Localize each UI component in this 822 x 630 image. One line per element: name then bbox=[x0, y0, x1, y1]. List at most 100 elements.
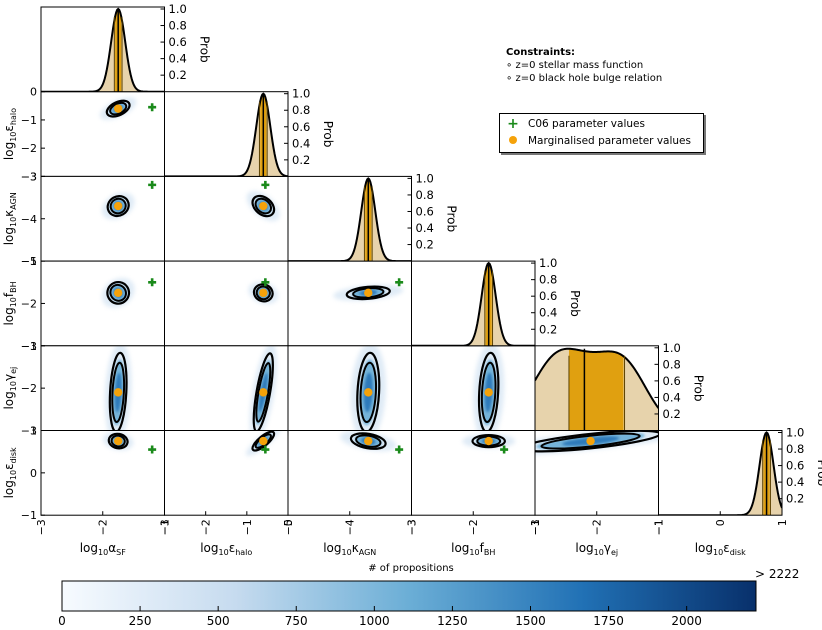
contour-outer bbox=[252, 352, 274, 431]
marginal-outer-band bbox=[41, 9, 165, 92]
density-panel bbox=[287, 345, 412, 431]
y-tick-label: −3 bbox=[21, 170, 37, 183]
marginalised-marker bbox=[113, 104, 123, 113]
y-axis-label: log10κAGN bbox=[2, 192, 18, 245]
prob-tick-label: 0.6 bbox=[663, 374, 681, 388]
density-panel bbox=[164, 345, 289, 431]
prob-tick-label: 0.4 bbox=[786, 475, 804, 489]
prob-tick-label: 1.0 bbox=[786, 426, 804, 440]
contour-inner bbox=[352, 287, 385, 299]
prob-tick-label: 0.6 bbox=[786, 459, 804, 473]
constraints-note: Constraints: z=0 stellar mass function z… bbox=[506, 46, 662, 85]
x-axis-label: log10εhalo bbox=[200, 541, 252, 557]
contour-inner bbox=[109, 101, 128, 116]
panel-bg bbox=[288, 345, 412, 431]
contour-inner bbox=[109, 197, 127, 215]
x-tick-label: 0 bbox=[282, 519, 295, 526]
legend-label-c06: C06 parameter values bbox=[528, 118, 645, 130]
y-tick-label: −1 bbox=[21, 509, 37, 522]
panel-frame bbox=[40, 6, 165, 93]
marginal-curve bbox=[411, 261, 535, 346]
x-tick-label: −1 bbox=[529, 519, 542, 535]
density-panel bbox=[40, 175, 165, 262]
y-tick-label: 0 bbox=[30, 86, 37, 99]
marginal-panel: 1.0 0.8 0.6 0.4 0.2 Prob bbox=[287, 171, 459, 262]
prob-tick-label: 0.2 bbox=[786, 492, 804, 506]
panel-frame bbox=[411, 260, 536, 347]
y-tick-label: −4 bbox=[21, 213, 37, 226]
y-tick-label: 0 bbox=[30, 467, 37, 480]
plus-marker-icon: + bbox=[507, 116, 519, 132]
colorbar-overflow-label: > 2222 bbox=[755, 567, 800, 581]
density-panel bbox=[40, 430, 165, 516]
colorbar-tick-label: 250 bbox=[129, 614, 152, 628]
c06-marker bbox=[261, 445, 270, 454]
contour-inner bbox=[480, 361, 497, 424]
prob-tick-label: 1.0 bbox=[416, 171, 434, 185]
contour-inner bbox=[111, 361, 126, 424]
marginal-outer-band bbox=[164, 93, 288, 177]
x-tick-label: −2 bbox=[467, 519, 480, 535]
x-tick-label: −3 bbox=[406, 519, 419, 535]
contour-inner bbox=[109, 283, 127, 302]
contour-outer bbox=[477, 351, 500, 431]
panel-frame bbox=[164, 91, 289, 177]
contour-inner bbox=[476, 435, 502, 447]
prob-tick-label: 0.4 bbox=[539, 306, 557, 320]
prob-axis-label: Prob bbox=[321, 121, 335, 148]
colorbar-tick-label: 750 bbox=[285, 614, 308, 628]
marginalised-marker bbox=[484, 436, 493, 446]
y-tick-label: −1 bbox=[21, 114, 37, 127]
prob-tick-label: 1.0 bbox=[292, 87, 310, 101]
panel-bg bbox=[41, 430, 165, 516]
c06-marker bbox=[698, 446, 706, 454]
y-tick-label: 1 bbox=[30, 425, 37, 438]
x-tick-label: 0 bbox=[714, 519, 727, 526]
x-tick-label: −3 bbox=[35, 519, 48, 535]
prob-tick-label: 0.8 bbox=[169, 19, 187, 33]
prob-axis-label: Prob bbox=[692, 375, 706, 402]
prob-axis-label: Prob bbox=[198, 36, 212, 63]
marginal-panel: 1.0 0.8 0.6 0.4 0.2 Prob bbox=[534, 341, 706, 431]
prob-tick-label: 0.8 bbox=[292, 103, 310, 117]
y-axis-label: log10εdisk bbox=[2, 447, 18, 498]
x-tick-label: −1 bbox=[653, 519, 666, 535]
marginalised-marker bbox=[484, 388, 493, 397]
contour-outer bbox=[349, 432, 387, 450]
contour-outer bbox=[251, 194, 276, 218]
prob-tick-label: 0.8 bbox=[416, 188, 434, 202]
density-panel bbox=[40, 91, 165, 177]
c06-marker bbox=[148, 103, 157, 112]
colorbar-tick-label: 0 bbox=[58, 614, 66, 628]
prob-axis-label: Prob bbox=[445, 205, 459, 232]
x-tick-label: −4 bbox=[344, 519, 357, 535]
legend: + C06 parameter values Marginalised para… bbox=[499, 113, 704, 153]
prob-tick-label: 0.2 bbox=[663, 407, 681, 421]
x-tick-label: −1 bbox=[241, 519, 254, 535]
marginalised-marker bbox=[113, 201, 123, 211]
contour-inner bbox=[255, 362, 272, 423]
c06-marker bbox=[148, 180, 157, 189]
marginal-curve bbox=[658, 431, 782, 516]
x-axis-label: log10αSF bbox=[80, 541, 126, 557]
y-tick-label: −1 bbox=[21, 340, 37, 353]
y-tick-label: −1 bbox=[21, 255, 37, 268]
colorbar-tick-label: 2000 bbox=[671, 614, 702, 628]
density-panel bbox=[164, 430, 289, 516]
marginalised-marker bbox=[259, 288, 268, 298]
x-axis-label: log10γej bbox=[575, 541, 618, 557]
constraint-item: z=0 black hole bulge relation bbox=[506, 72, 662, 85]
density-panel bbox=[411, 345, 536, 431]
marginal-outer-band bbox=[411, 263, 535, 346]
colorbar-tick-label: 1750 bbox=[593, 614, 624, 628]
prob-tick-label: 0.8 bbox=[663, 357, 681, 371]
dot-marker-icon bbox=[506, 135, 520, 147]
panel-bg bbox=[41, 345, 165, 431]
x-axis-label: log10κAGN bbox=[323, 541, 376, 557]
marginal-panel: 1.0 0.8 0.6 0.4 0.2 Prob bbox=[658, 426, 822, 516]
y-tick-label: −5 bbox=[21, 255, 37, 268]
contour-outer bbox=[107, 432, 129, 450]
contour-outer bbox=[345, 285, 391, 301]
x-tick-label: −2 bbox=[97, 519, 110, 535]
constraints-title: Constraints: bbox=[506, 47, 576, 58]
